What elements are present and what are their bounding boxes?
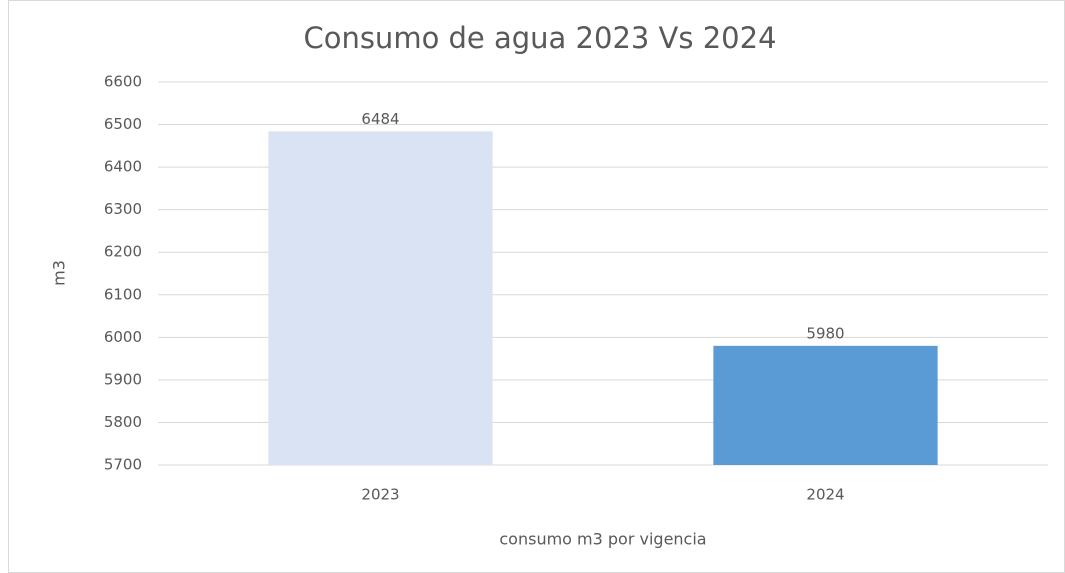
y-tick-label: 5900: [104, 370, 142, 388]
data-label: 5980: [806, 324, 844, 342]
y-tick-label: 6400: [104, 158, 142, 176]
y-tick-label: 6100: [104, 285, 142, 303]
y-tick-label: 5700: [104, 456, 142, 474]
bar: [268, 131, 493, 465]
y-tick-label: 6200: [104, 243, 142, 261]
chart-frame: [8, 0, 1065, 573]
y-tick-label: 5800: [104, 413, 142, 431]
x-axis-title: consumo m3 por vigencia: [499, 530, 706, 549]
y-tick-label: 6600: [104, 73, 142, 91]
y-axis-title: m3: [50, 260, 69, 286]
data-label: 6484: [361, 110, 399, 128]
x-tick-label: 2023: [361, 486, 399, 504]
y-tick-label: 6000: [104, 328, 142, 346]
y-tick-label: 6500: [104, 115, 142, 133]
bar: [713, 345, 938, 465]
x-tick-label: 2024: [806, 486, 844, 504]
chart-title: Consumo de agua 2023 Vs 2024: [303, 21, 776, 55]
y-tick-label: 6300: [104, 200, 142, 218]
